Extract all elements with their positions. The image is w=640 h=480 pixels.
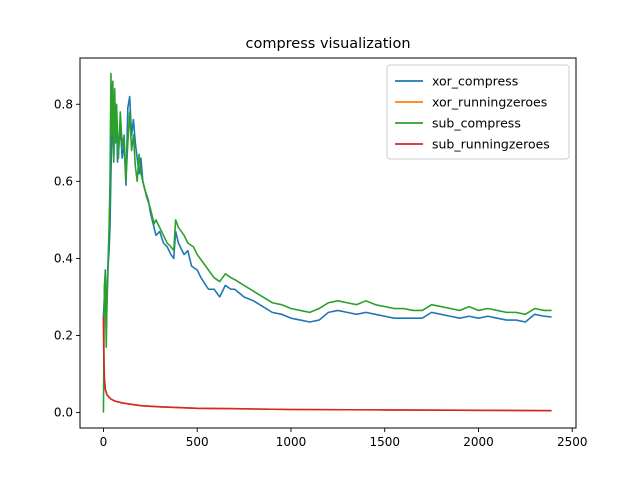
y-tick-label: 0.2 <box>54 329 73 343</box>
series-line-sub_compress <box>102 72 552 413</box>
x-tick-label: 1000 <box>276 435 307 449</box>
legend-label-xor_runningzeroes: xor_runningzeroes <box>432 95 547 110</box>
plot-lines <box>102 72 552 413</box>
x-tick-label: 2000 <box>463 435 494 449</box>
y-axis-ticks: 0.0 0.2 0.4 0.6 0.8 <box>54 97 80 420</box>
legend-label-xor_compress: xor_compress <box>432 74 518 89</box>
x-axis-ticks: 0 500 1000 1500 2000 2500 <box>100 428 588 449</box>
x-tick-label: 500 <box>186 435 209 449</box>
series-line-sub_runningzeroes <box>102 316 552 412</box>
x-tick-label: 1500 <box>369 435 400 449</box>
axes-frame <box>79 57 577 429</box>
y-tick-label: 0.6 <box>54 174 73 188</box>
x-tick-label: 0 <box>100 435 108 449</box>
y-tick-label: 0.8 <box>54 97 73 111</box>
y-tick-label: 0.4 <box>54 251 73 265</box>
legend-label-sub_compress: sub_compress <box>432 116 521 131</box>
y-tick-label: 0.0 <box>54 406 73 420</box>
legend-label-sub_runningzeroes: sub_runningzeroes <box>432 137 550 152</box>
legend: xor_compress xor_runningzeroes sub_compres… <box>386 64 570 160</box>
chart-title: compress visualization <box>245 36 410 52</box>
legend-box <box>386 64 570 160</box>
x-tick-label: 2500 <box>557 435 588 449</box>
